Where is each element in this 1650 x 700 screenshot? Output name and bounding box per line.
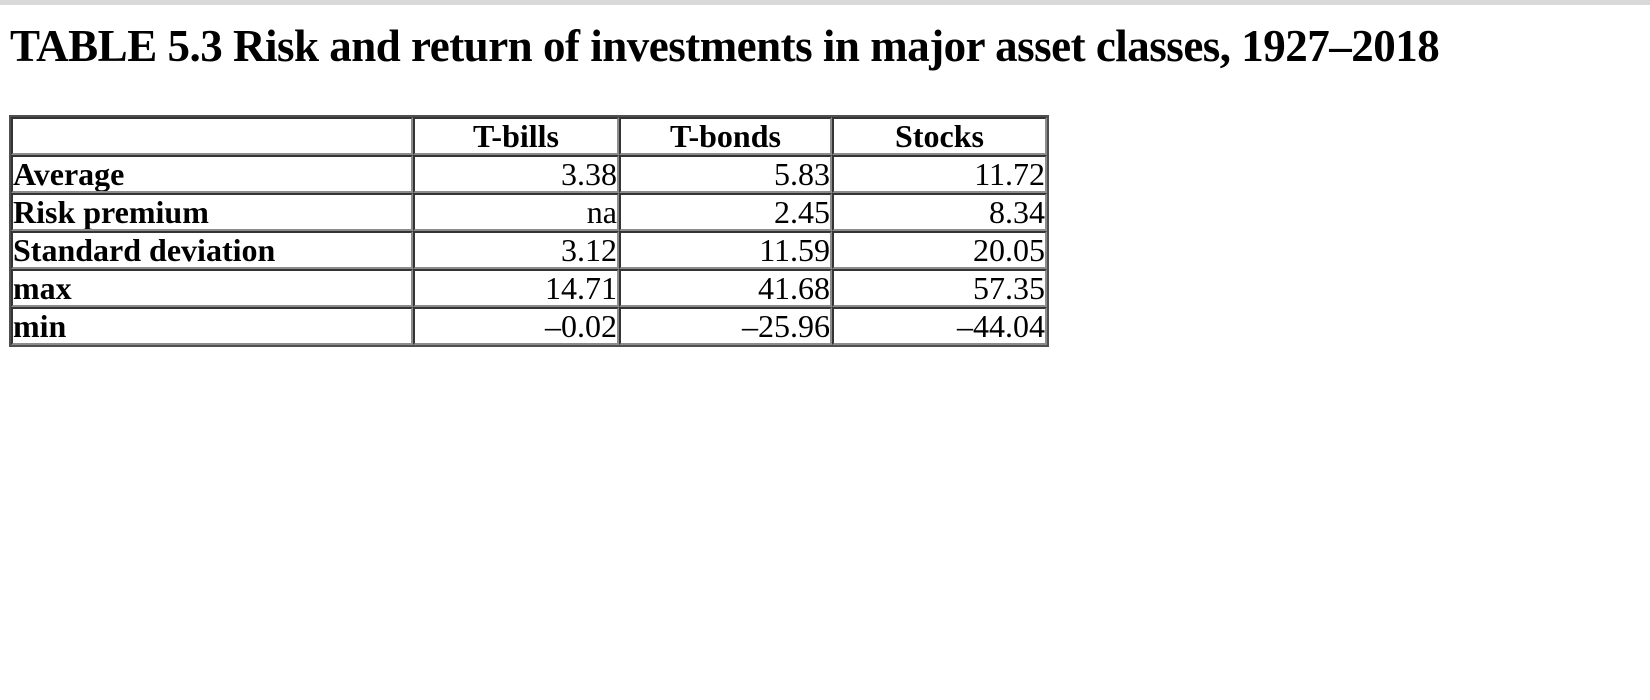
row-label-risk-premium: Risk premium <box>11 193 413 231</box>
cell-min-tbills: –0.02 <box>413 307 619 345</box>
header-row: T-bills T-bonds Stocks <box>11 117 1047 155</box>
risk-return-table: T-bills T-bonds Stocks Average 3.38 5.83… <box>9 115 1049 347</box>
column-header-tbills: T-bills <box>413 117 619 155</box>
cell-risk-premium-tbills: na <box>413 193 619 231</box>
cell-standard-deviation-tbonds: 11.59 <box>619 231 832 269</box>
table-row-average: Average 3.38 5.83 11.72 <box>11 155 1047 193</box>
column-header-blank <box>11 117 413 155</box>
cell-max-stocks: 57.35 <box>832 269 1047 307</box>
table-row-risk-premium: Risk premium na 2.45 8.34 <box>11 193 1047 231</box>
row-label-max: max <box>11 269 413 307</box>
cell-average-stocks: 11.72 <box>832 155 1047 193</box>
cell-max-tbills: 14.71 <box>413 269 619 307</box>
column-header-tbonds: T-bonds <box>619 117 832 155</box>
row-label-average: Average <box>11 155 413 193</box>
table-row-standard-deviation: Standard deviation 3.12 11.59 20.05 <box>11 231 1047 269</box>
cell-min-stocks: –44.04 <box>832 307 1047 345</box>
row-label-standard-deviation: Standard deviation <box>11 231 413 269</box>
cell-average-tbills: 3.38 <box>413 155 619 193</box>
table-row-min: min –0.02 –25.96 –44.04 <box>11 307 1047 345</box>
cell-average-tbonds: 5.83 <box>619 155 832 193</box>
cell-max-tbonds: 41.68 <box>619 269 832 307</box>
cell-risk-premium-stocks: 8.34 <box>832 193 1047 231</box>
cell-standard-deviation-stocks: 20.05 <box>832 231 1047 269</box>
row-label-min: min <box>11 307 413 345</box>
column-header-stocks: Stocks <box>832 117 1047 155</box>
cell-min-tbonds: –25.96 <box>619 307 832 345</box>
table-row-max: max 14.71 41.68 57.35 <box>11 269 1047 307</box>
window-edge-strip <box>0 0 1650 5</box>
cell-standard-deviation-tbills: 3.12 <box>413 231 619 269</box>
cell-risk-premium-tbonds: 2.45 <box>619 193 832 231</box>
page-title: TABLE 5.3 Risk and return of investments… <box>10 21 1440 71</box>
